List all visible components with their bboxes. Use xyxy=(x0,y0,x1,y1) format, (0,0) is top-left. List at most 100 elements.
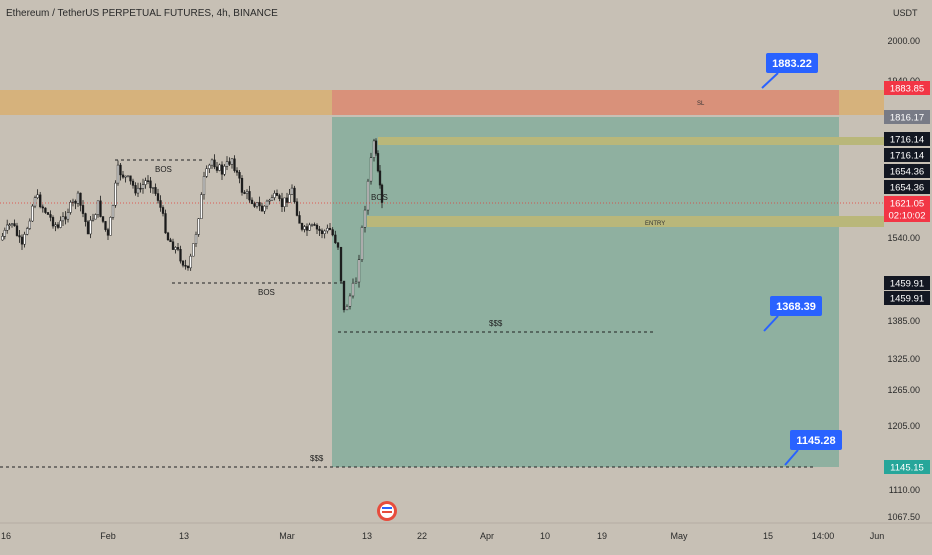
candle-body xyxy=(37,195,39,198)
time-tick: 10 xyxy=(540,531,550,541)
candle-body xyxy=(234,159,236,171)
candle-body xyxy=(309,225,311,230)
candle-body xyxy=(324,231,326,234)
price-tick: 1265.00 xyxy=(887,385,920,395)
candle-body xyxy=(195,234,197,243)
annotation-bos-2: BOS xyxy=(258,288,275,297)
candle-body xyxy=(289,194,291,202)
candle-body xyxy=(271,198,273,201)
candle-body xyxy=(102,217,104,222)
annotation-sl: SL xyxy=(697,101,705,107)
candle-body xyxy=(358,260,360,282)
candle-body xyxy=(112,205,114,217)
candle-body xyxy=(192,244,194,257)
price-label: 1654.36 xyxy=(884,164,930,178)
time-tick: 14:00 xyxy=(812,531,835,541)
candle-body xyxy=(355,282,357,283)
annotation-bos-3: BOS xyxy=(371,193,388,202)
event-flag-icon[interactable] xyxy=(377,501,397,521)
candle-body xyxy=(142,185,144,189)
candle-body xyxy=(70,202,72,212)
candle-body xyxy=(379,171,381,185)
candle-body xyxy=(239,172,241,178)
candle-body xyxy=(373,141,375,158)
candle-body xyxy=(87,222,89,234)
candle-body xyxy=(306,227,308,231)
candle-body xyxy=(95,215,97,220)
candle-body xyxy=(29,221,31,228)
candle-body xyxy=(85,214,87,222)
candle-body xyxy=(42,207,44,208)
candle-body xyxy=(19,236,21,237)
price-tick: 1325.00 xyxy=(887,354,920,364)
candle-body xyxy=(135,185,137,193)
price-label-text: 1654.36 xyxy=(890,167,924,178)
candle-body xyxy=(67,212,69,219)
candle-body xyxy=(241,178,243,192)
candle-body xyxy=(208,165,210,169)
price-label: 1716.14 xyxy=(884,132,930,146)
candle-body xyxy=(377,153,379,170)
supply-band xyxy=(378,137,884,145)
annotation-bos-1: BOS xyxy=(155,165,172,174)
candle-body xyxy=(97,201,99,215)
time-tick: 13 xyxy=(179,531,189,541)
candle-body xyxy=(329,228,331,229)
candle-body xyxy=(269,200,271,201)
candle-body xyxy=(60,221,62,228)
candle-body xyxy=(304,227,306,230)
candle-body xyxy=(266,201,268,206)
candle-body xyxy=(170,240,172,242)
annotation-liquidity-1: $$$ xyxy=(489,319,503,328)
candle-body xyxy=(180,249,182,261)
candle-body xyxy=(24,234,26,244)
time-tick: Jun xyxy=(870,531,885,541)
candle-body xyxy=(279,196,281,199)
candle-body xyxy=(47,213,49,215)
candle-body xyxy=(249,191,251,200)
candle-body xyxy=(340,247,342,281)
candle-body xyxy=(216,167,218,171)
candle-body xyxy=(185,265,187,266)
candle-body xyxy=(52,217,54,226)
price-label: 1654.36 xyxy=(884,180,930,194)
candle-body xyxy=(65,217,67,219)
candle-body xyxy=(281,199,283,207)
candle-body xyxy=(314,224,316,225)
candle-body xyxy=(107,230,109,236)
price-label-text: 1459.91 xyxy=(890,279,924,290)
price-label-text: 1621.05 xyxy=(890,199,924,210)
candle-body xyxy=(11,224,13,225)
candle-body xyxy=(62,217,64,221)
stop-loss-zone[interactable] xyxy=(332,90,839,115)
candle-body xyxy=(57,225,59,228)
candle-body xyxy=(117,165,119,183)
candle-body xyxy=(224,166,226,174)
price-label-text: 1145.15 xyxy=(890,463,924,474)
candle-body xyxy=(286,198,288,203)
candle-body xyxy=(375,141,377,154)
target-zone[interactable] xyxy=(332,117,839,467)
callout-target-label: 1145.28 xyxy=(796,435,835,447)
candle-body xyxy=(299,215,301,223)
candle-body xyxy=(82,205,84,213)
candle-body xyxy=(50,215,52,218)
candle-body xyxy=(370,158,372,181)
candle-body xyxy=(276,193,278,195)
candle-body xyxy=(274,193,276,197)
candle-body xyxy=(75,201,77,203)
time-tick: Apr xyxy=(480,531,494,541)
candle-body xyxy=(140,188,142,189)
candle-body xyxy=(80,193,82,205)
candle-body xyxy=(2,236,4,240)
candle-body xyxy=(206,169,208,177)
callout-mid-label: 1368.39 xyxy=(776,301,816,313)
candle-body xyxy=(105,221,107,229)
candle-body xyxy=(364,210,366,227)
candle-body xyxy=(214,160,216,167)
candle-body xyxy=(132,181,134,185)
candle-body xyxy=(182,261,184,265)
price-tick: 1540.00 xyxy=(887,233,920,243)
